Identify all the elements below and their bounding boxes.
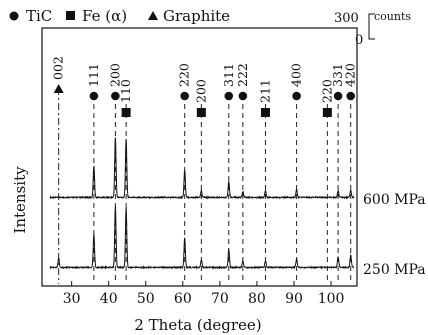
peak-hkl-label: 211 [257,79,272,103]
fe-square-icon [196,108,206,117]
x-tick-label: 100 [318,291,345,307]
legend-fe-label: Fe (α) [82,7,127,25]
tic-circle-icon [292,91,301,101]
peak-hkl-label: 220 [177,63,192,87]
peak-hkl-label: 200 [193,79,208,103]
diffraction-trace [49,137,355,200]
peak-hkl-label: 222 [235,63,250,87]
peak-hkl-label: 420 [343,63,358,87]
legend: TiC Fe (α) Graphite [9,7,230,25]
x-tick-label: 80 [248,291,266,307]
tic-circle-icon [111,91,120,101]
tic-circle-icon [238,91,248,101]
legend-graphite-label: Graphite [163,7,230,25]
peak-hkl-label: 110 [118,79,133,103]
trace-label-250mpa: 250 MPa [363,262,426,278]
peak-guide-lines [58,88,352,284]
scale-bar-top-label: 300 [334,11,359,26]
x-axis-ticks: 30 40 50 60 70 80 90 100 [63,281,345,307]
scale-bar-bottom-label: 0 [355,33,363,48]
tic-circle-icon [89,91,99,101]
fe-square-icon [322,108,332,117]
tic-circle-icon [180,91,189,101]
scale-bar-bracket [368,13,375,40]
peak-hkl-label: 200 [107,63,122,87]
peak-hkl-label: 111 [86,63,101,87]
legend-tic-circle-icon [9,11,19,21]
peak-hkl-label: 331 [330,63,345,87]
scale-bar-unit-label: counts [374,10,411,23]
peak-hkl-label: 400 [289,63,304,87]
scale-bar: 300 0 counts [334,10,411,48]
tic-circle-icon [346,91,356,101]
fe-square-icon [121,108,131,117]
fe-square-icon [260,108,270,117]
plot-frame [41,27,358,287]
x-axis-title: 2 Theta (degree) [134,316,261,334]
tic-circle-icon [333,91,343,101]
diffraction-trace [49,206,355,270]
peak-hkl-label: 311 [221,63,236,87]
legend-fe-square-icon [66,11,75,20]
tic-circle-icon [224,91,234,101]
diffraction-traces [49,137,355,270]
x-tick-label: 40 [100,291,118,307]
peak-hkl-label: 220 [319,79,334,103]
x-tick-label: 70 [211,291,229,307]
trace-label-600mpa: 600 MPa [363,192,426,208]
graphite-triangle-icon [53,84,64,93]
phase-markers [53,84,356,117]
y-axis-title: Intensity [11,166,29,234]
x-tick-label: 30 [63,291,81,307]
peak-hkl-label: 002 [51,56,66,80]
x-tick-label: 60 [174,291,192,307]
legend-tic-label: TiC [26,7,52,25]
legend-graphite-triangle-icon [148,11,158,20]
x-tick-label: 50 [137,291,155,307]
x-tick-label: 90 [285,291,303,307]
